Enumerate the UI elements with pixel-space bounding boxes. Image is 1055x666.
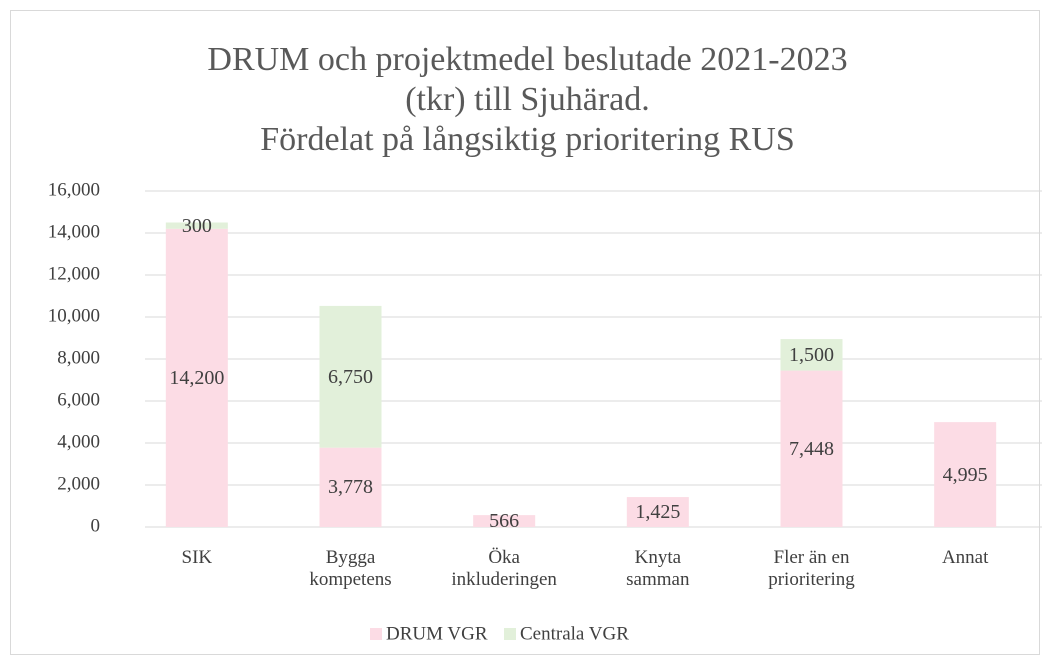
data-label: 300	[181, 214, 212, 237]
y-tick-label: 8,000	[57, 347, 100, 369]
x-tick-label: SIK	[181, 547, 213, 568]
bar-segment	[319, 447, 382, 527]
y-tick-label: 14,000	[47, 221, 100, 243]
y-tick-label: 16,000	[47, 179, 100, 201]
bar-segment	[319, 305, 382, 448]
chart-frame	[10, 10, 1040, 655]
bar-segment	[780, 370, 843, 527]
legend-label: Centrala VGR	[520, 623, 629, 645]
y-tick-label: 10,000	[47, 305, 100, 327]
data-label: 14,200	[169, 366, 225, 389]
x-tick-label: Bygga kompetens	[309, 547, 392, 590]
bar-segment	[780, 339, 843, 371]
y-tick-label: 4,000	[57, 431, 100, 453]
legend-swatch	[370, 628, 382, 640]
x-tick-label: Annat	[941, 547, 989, 568]
legend-label: DRUM VGR	[386, 623, 488, 645]
bar-segment	[473, 515, 536, 527]
data-label: 4,995	[942, 463, 988, 486]
y-tick-label: 2,000	[57, 473, 100, 495]
bar-segment	[165, 228, 228, 528]
chart-title: DRUM och projektmedel beslutade 2021-202…	[207, 41, 848, 158]
bar-segment	[934, 422, 997, 527]
bar-segment	[626, 497, 689, 527]
y-tick-label: 6,000	[57, 389, 100, 411]
data-label: 1,425	[635, 501, 681, 524]
bar-segment	[165, 222, 228, 229]
data-label: 566	[489, 510, 520, 533]
data-label: 3,778	[328, 476, 373, 499]
y-tick-label: 0	[90, 515, 101, 537]
y-tick-label: 12,000	[47, 263, 100, 285]
data-label: 6,750	[328, 365, 373, 388]
x-tick-label: Knyta samman	[626, 547, 690, 590]
legend-swatch	[504, 628, 516, 640]
data-label: 1,500	[789, 343, 834, 366]
x-tick-label: Fler än en prioritering	[768, 547, 855, 590]
x-tick-label: Öka inkluderingen	[451, 547, 557, 590]
data-label: 7,448	[789, 437, 834, 460]
